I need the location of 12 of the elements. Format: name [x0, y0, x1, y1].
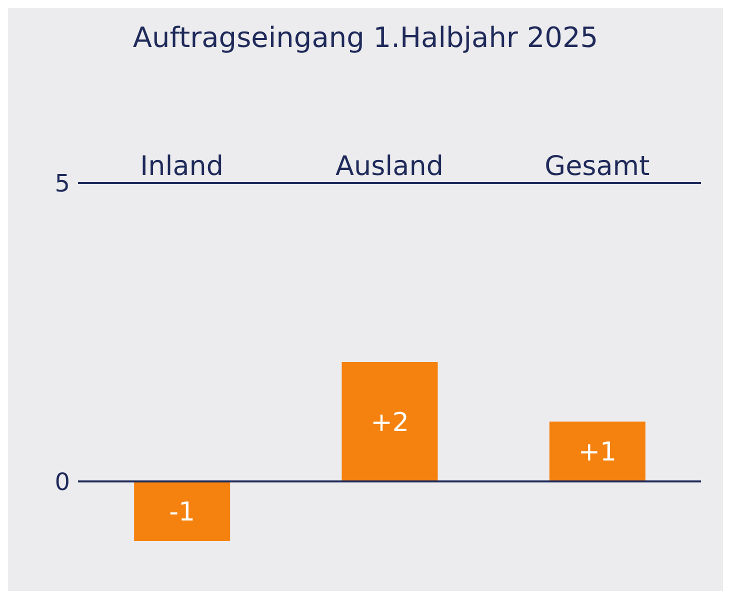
x-tick-label: Gesamt — [544, 151, 650, 182]
chart-title: Auftragseingang 1.Halbjahr 2025 — [132, 20, 600, 56]
bar — [342, 362, 438, 482]
data-label: +1 — [578, 438, 617, 468]
y-tick-label: 5 — [54, 170, 70, 198]
bar — [134, 481, 230, 541]
x-tick-label: Inland — [140, 151, 224, 182]
bar — [549, 422, 646, 482]
x-tick-label: Ausland — [336, 151, 444, 182]
y-tick-label: 0 — [54, 468, 70, 496]
data-label: +2 — [370, 408, 409, 438]
data-label: -1 — [169, 497, 196, 528]
